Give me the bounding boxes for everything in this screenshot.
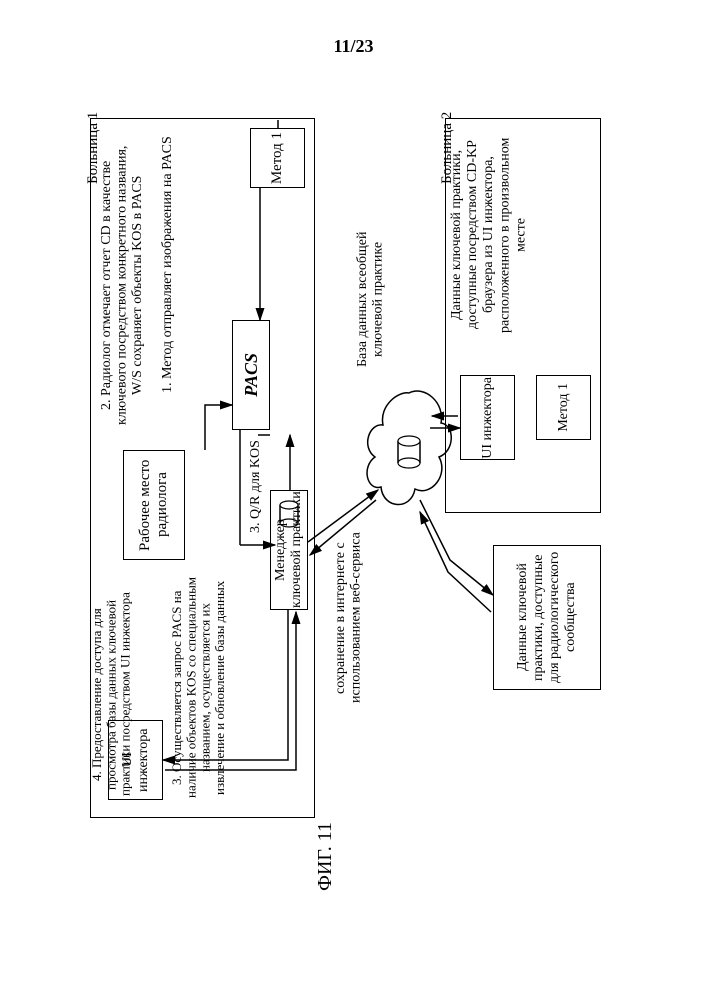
hospital1-method-box: Метод 1 — [250, 128, 305, 188]
kp-manager-db-icon — [278, 498, 300, 528]
step2-text: 2. Радиолог отмечает отчет CD в качестве… — [99, 145, 189, 425]
page-number: 11/23 — [0, 36, 707, 57]
hospital2-ui-injector-label: UI инжектора — [480, 377, 496, 459]
figure-label: ФИГ. 11 — [314, 822, 336, 922]
hospital1-title: Больница 1 — [85, 108, 100, 188]
radiologist-ws-box: Рабочее место радиолога — [123, 450, 185, 560]
hospital2-desc: Данные ключевой практики, доступные поср… — [449, 125, 559, 345]
hospital2-ui-injector-box: UI инжектора — [460, 375, 515, 460]
step3-qr-label: 3. Q/R для KOS — [248, 432, 266, 542]
hospital2-method-label: Метод 1 — [556, 383, 572, 432]
cloud-save-label: сохранение в интернете с использованием … — [333, 518, 369, 718]
radiologist-ws-label: Рабочее место радиолога — [137, 451, 171, 559]
pacs-box: PACS — [232, 320, 270, 430]
hospital2-method-box: Метод 1 — [536, 375, 591, 440]
step3-long-text: 3. Осуществляется запрос PACS на наличие… — [170, 575, 262, 800]
step4-text: 4. Предоставление доступа для просмотра … — [90, 582, 168, 807]
community-label: Данные ключевой практики, доступные для … — [497, 550, 597, 685]
pacs-label: PACS — [241, 353, 262, 397]
cloud-icon — [365, 385, 453, 515]
cloud-title: База данных всеобщей ключевой практике — [355, 218, 393, 380]
hospital1-method-label: Метод 1 — [269, 132, 286, 184]
